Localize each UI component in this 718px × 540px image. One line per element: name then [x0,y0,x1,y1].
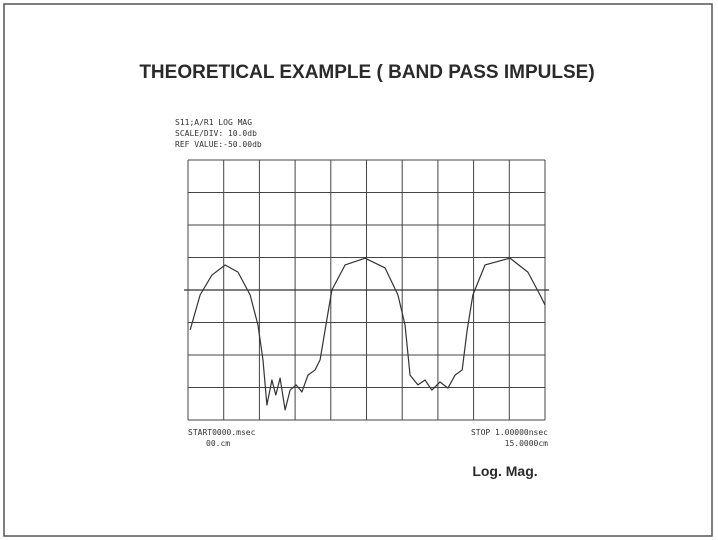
start-label: START0000.msec [188,428,256,437]
slide-border [3,3,713,537]
stop-label: 15.0000cm [505,439,549,448]
start-label: 00.cm [206,439,230,448]
trace [189,257,546,411]
header-line: REF VALUE:-50.00db [175,140,262,149]
annotation: Log. Mag. [472,463,537,479]
header-line: S11;A/R1 LOG MAG [175,118,252,127]
stop-label: STOP 1.00000nsec [471,428,548,437]
header-line: SCALE/DIV: 10.0db [175,129,257,138]
chart-title: THEORETICAL EXAMPLE ( BAND PASS IMPULSE) [139,62,594,83]
